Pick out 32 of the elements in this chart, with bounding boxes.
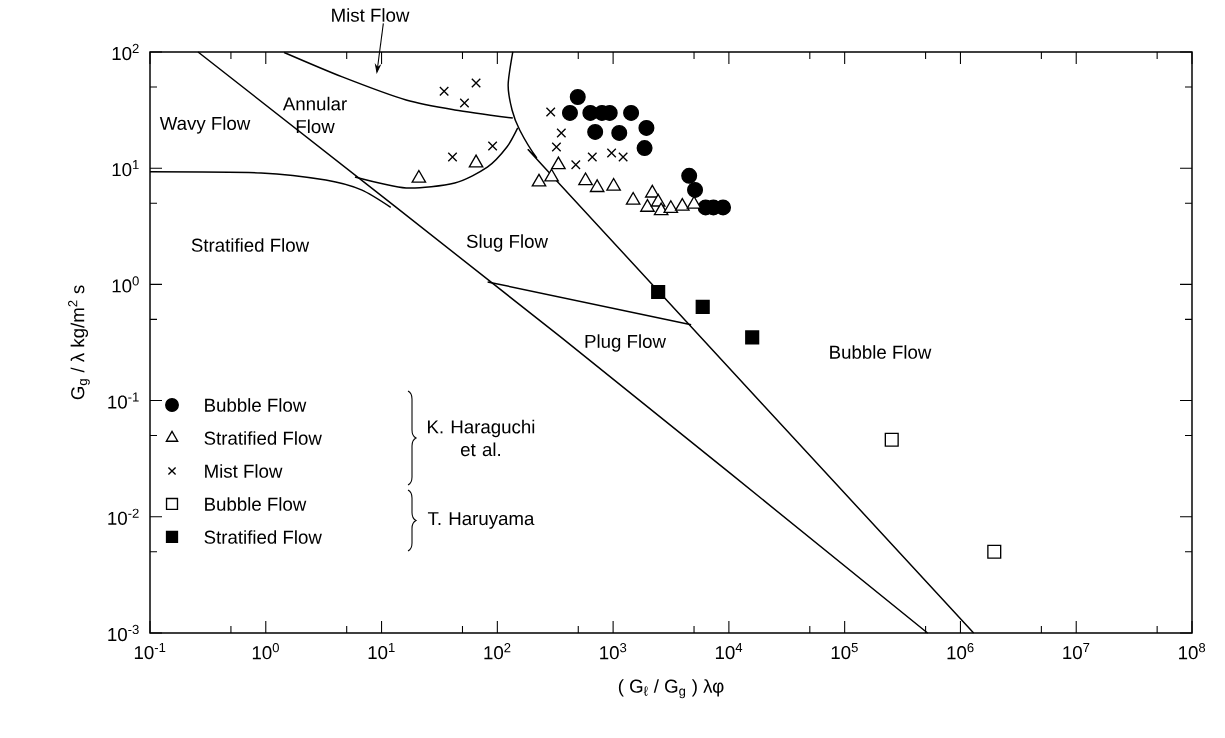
legend-label: Bubble Flow — [205, 497, 307, 511]
y-tick-label: 10$^{-3}$ — [108, 624, 139, 642]
x-tick-label: 10$^{6}$ — [947, 643, 974, 660]
annotation: Annular Flow — [282, 96, 347, 134]
x-tick-label: 10$^{1}$ — [368, 643, 395, 660]
y-tick-label: 10$^{2}$ — [112, 43, 139, 61]
legend-label: Mist Flow — [205, 464, 283, 478]
annotation: Bubble Flow — [830, 345, 932, 359]
annotation: Stratified Flow — [191, 238, 310, 252]
x-tick-label: 10$^{3}$ — [600, 643, 627, 660]
annotation: Slug Flow — [466, 234, 549, 252]
x-tick-label: 10$^{5}$ — [831, 643, 858, 660]
legend-label: Stratified Flow — [204, 431, 322, 445]
y-tick-label: 10$^{-1}$ — [108, 392, 139, 409]
annotation: K. Haraguchi et al. — [427, 419, 535, 457]
x-tick-label: 10$^{4}$ — [715, 643, 743, 660]
legend-label: Bubble Flow — [205, 398, 307, 412]
annotation: Wavy Flow — [159, 116, 251, 134]
legend-label: Stratified Flow — [204, 530, 322, 544]
text: Mist Flow — [332, 8, 410, 22]
x-tick-label: 10$^{2}$ — [484, 643, 511, 660]
x-tick-label: 10$^{-1}$ — [134, 643, 166, 660]
annotation: Plug Flow — [585, 334, 667, 352]
y-axis-title: G$_{g}$ / λ kg/m$^{2}$ s — [68, 285, 90, 400]
x-tick-label: 10$^{7}$ — [1063, 643, 1090, 660]
x-tick-label: 10$^{8}$ — [1179, 643, 1206, 660]
annotation: T. Haruyama — [427, 512, 535, 529]
x-axis-title: ( G$_{ℓ}$ / G$_{g}$ ) λφ — [618, 679, 724, 699]
y-tick-label: 10$^{1}$ — [112, 160, 139, 177]
y-tick-label: 10$^{0}$ — [112, 276, 139, 293]
y-tick-label: 10$^{-2}$ — [108, 508, 139, 525]
x-tick-label: 10$^{0}$ — [252, 643, 279, 660]
